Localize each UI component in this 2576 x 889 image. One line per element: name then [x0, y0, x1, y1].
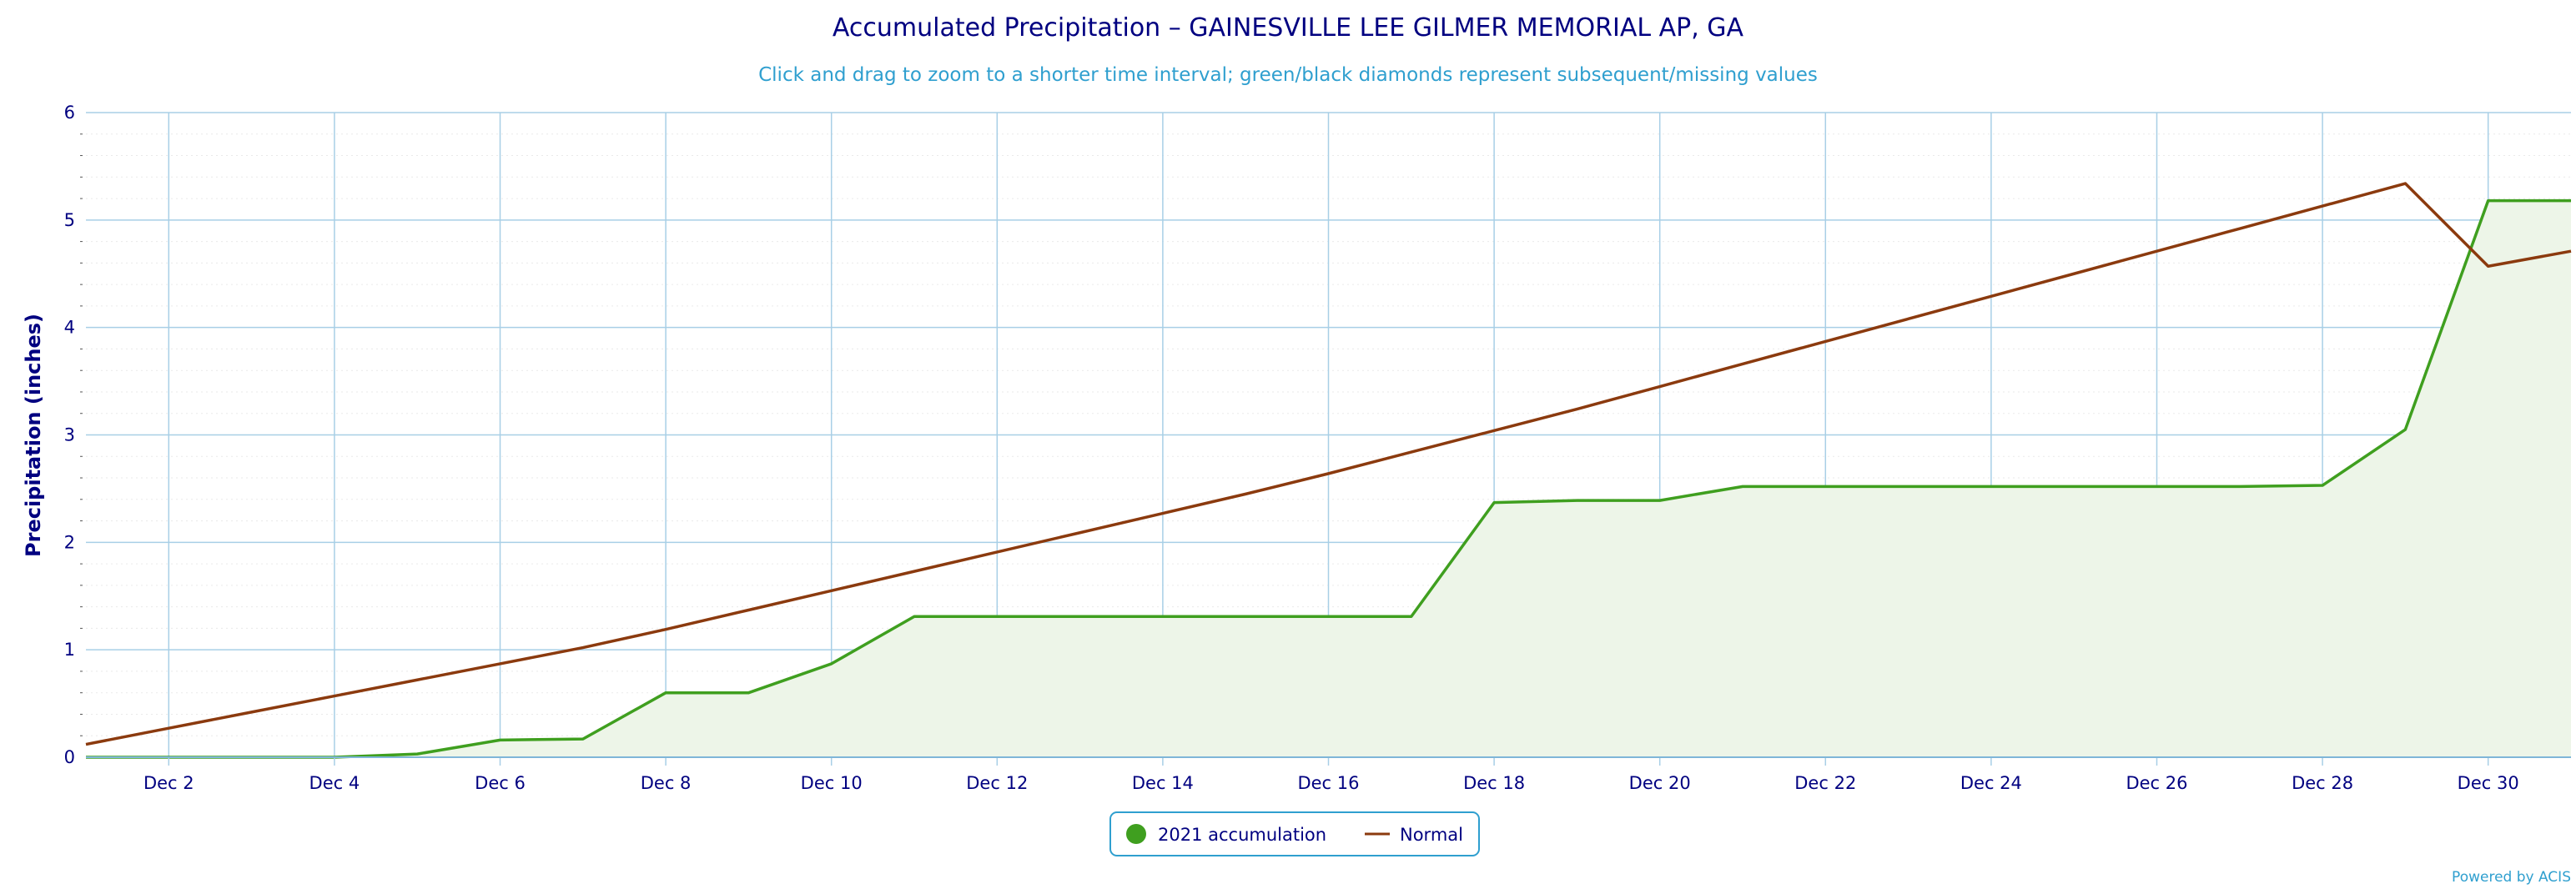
x-tick-label: Dec 14: [1132, 773, 1194, 793]
y-tick-label: 3: [64, 425, 75, 445]
credit-link[interactable]: Powered by ACIS: [2452, 869, 2571, 886]
accumulation-area: [86, 200, 2571, 758]
legend-item-accumulation[interactable]: 2021 accumulation: [1158, 825, 1326, 845]
y-tick-label: 4: [64, 318, 75, 338]
x-tick-label: Dec 12: [966, 773, 1028, 793]
x-tick-label: Dec 16: [1297, 773, 1359, 793]
y-tick-label: 5: [64, 210, 75, 230]
x-tick-label: Dec 6: [475, 773, 526, 793]
x-tick-label: Dec 10: [801, 773, 863, 793]
x-tick-label: Dec 28: [2292, 773, 2353, 793]
y-tick-label: 1: [64, 640, 75, 660]
chart-subtitle: Click and drag to zoom to a shorter time…: [758, 64, 1818, 86]
axes: 0 1 2 3 4 5 6 Dec 2 Dec 4 Dec 6 Dec 8 Dec 10 Dec 12 D…: [64, 103, 2571, 793]
x-tick-label: Dec 8: [641, 773, 692, 793]
legend-marker-accumulation[interactable]: [1126, 824, 1146, 844]
x-tick-label: Dec 26: [2126, 773, 2187, 793]
x-tick-label: Dec 4: [309, 773, 360, 793]
y-tick-label: 2: [64, 532, 75, 552]
x-tick-label: Dec 2: [143, 773, 194, 793]
legend-item-normal[interactable]: Normal: [1400, 825, 1463, 845]
x-tick-label: Dec 20: [1629, 773, 1691, 793]
y-tick-label: 0: [64, 747, 75, 767]
legend-box: [1109, 811, 1480, 856]
x-tick-label: Dec 24: [1960, 773, 2022, 793]
normal-line[interactable]: [85, 182, 2572, 746]
x-tick-label: Dec 18: [1463, 773, 1525, 793]
x-tick-label: Dec 22: [1794, 773, 1856, 793]
accumulation-line[interactable]: [86, 198, 2571, 759]
y-axis-label: Precipitation (inches): [22, 314, 45, 557]
legend[interactable]: 2021 accumulation Normal: [1109, 811, 1480, 856]
series-lines: [85, 182, 2572, 759]
y-tick-label: 6: [64, 103, 75, 123]
accumulation-area-fill: [86, 200, 2571, 758]
chart-title: Accumulated Precipitation – GAINESVILLE …: [833, 13, 1744, 43]
x-tick-label: Dec 30: [2458, 773, 2519, 793]
